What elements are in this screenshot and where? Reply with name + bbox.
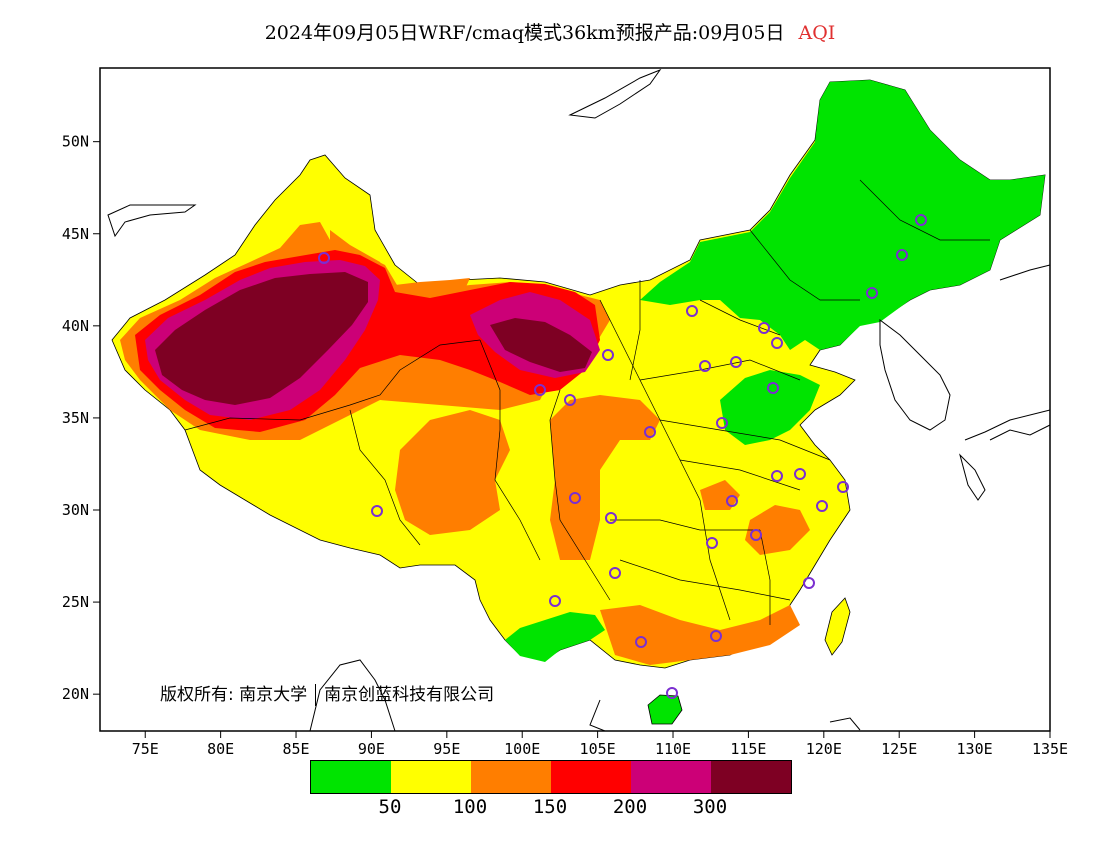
- circle-marker-icon: [569, 492, 581, 504]
- region-maroon-west: [155, 272, 368, 405]
- circle-marker-icon: [609, 567, 621, 579]
- lon-tick-label: 105E: [580, 740, 616, 758]
- latitude-axis: 50N 45N 40N 35N 30N 25N 20N: [62, 133, 100, 703]
- lat-tick-label: 30N: [62, 501, 89, 519]
- station-markers: [318, 214, 927, 699]
- legend-swatch-150-200: [551, 761, 631, 793]
- circle-marker-icon: [771, 337, 783, 349]
- aqi-map: 50N 45N 40N 35N 30N 25N 20N 75E 80E 85E 90E 95E 100…: [62, 67, 1068, 758]
- legend-swatch-50-100: [391, 761, 471, 793]
- aqi-fill-layer: [111, 79, 1046, 725]
- neighbor-coastlines: [107, 68, 1051, 732]
- copyright-owner-2: 南京创蓝科技有限公司: [324, 685, 495, 705]
- region-green-south: [505, 612, 605, 662]
- circle-marker-icon: [750, 529, 762, 541]
- region-green-northeast: [640, 80, 1045, 350]
- color-legend: [310, 760, 792, 794]
- circle-marker-icon: [602, 349, 614, 361]
- circle-marker-icon: [534, 384, 546, 396]
- circle-marker-icon: [666, 687, 678, 699]
- copyright-separator: [315, 684, 317, 706]
- region-orange-tibet: [395, 410, 510, 535]
- region-orange-sichuan: [550, 395, 660, 560]
- region-orange-east2: [700, 480, 740, 510]
- circle-marker-icon: [726, 495, 738, 507]
- longitude-axis: 75E 80E 85E 90E 95E 100E 105E 110E 115E 120E 125E 1…: [132, 731, 1068, 758]
- circle-marker-icon: [730, 356, 742, 368]
- lon-tick-label: 110E: [655, 740, 691, 758]
- region-orange-south: [600, 605, 800, 665]
- copyright-notice: 版权所有: 南京大学 南京创蓝科技有限公司: [160, 680, 494, 706]
- lat-tick-label: 20N: [62, 685, 89, 703]
- lon-tick-label: 135E: [1032, 740, 1068, 758]
- circle-marker-icon: [896, 249, 908, 261]
- circle-marker-icon: [549, 595, 561, 607]
- circle-marker-icon: [803, 577, 815, 589]
- title-variable: AQI: [798, 22, 836, 44]
- region-maroon-east: [490, 318, 592, 372]
- circle-marker-icon: [686, 305, 698, 317]
- map-title: 2024年09月05日WRF/cmaq模式36km预报产品:09月05日 AQI: [0, 18, 1100, 45]
- lon-tick-label: 120E: [806, 740, 842, 758]
- region-taiwan: [824, 597, 851, 656]
- lon-tick-label: 100E: [504, 740, 540, 758]
- lat-tick-label: 50N: [62, 133, 89, 151]
- lon-tick-label: 130E: [957, 740, 993, 758]
- lat-tick-label: 45N: [62, 225, 89, 243]
- circle-marker-icon: [716, 417, 728, 429]
- circle-marker-icon: [771, 470, 783, 482]
- lat-tick-label: 25N: [62, 593, 89, 611]
- legend-label: 100: [452, 796, 488, 818]
- circle-marker-icon: [318, 252, 330, 264]
- lon-tick-label: 115E: [730, 740, 766, 758]
- circle-marker-icon: [635, 636, 647, 648]
- legend-label: 200: [612, 796, 648, 818]
- circle-marker-icon: [866, 287, 878, 299]
- circle-marker-icon: [710, 630, 722, 642]
- legend-labels: 50 100 150 200 300: [0, 796, 1100, 820]
- lat-tick-label: 40N: [62, 317, 89, 335]
- circle-marker-icon: [837, 481, 849, 493]
- circle-marker-icon: [758, 322, 770, 334]
- circle-marker-icon: [605, 512, 617, 524]
- circle-marker-icon: [794, 468, 806, 480]
- lon-tick-label: 125E: [881, 740, 917, 758]
- lon-tick-label: 90E: [358, 740, 385, 758]
- map-frame: [99, 67, 1051, 732]
- lon-tick-label: 75E: [132, 740, 159, 758]
- legend-label: 50: [378, 796, 402, 818]
- legend-label: 300: [692, 796, 728, 818]
- legend-swatch-200-300: [631, 761, 711, 793]
- circle-marker-icon: [706, 537, 718, 549]
- legend-swatch-100-150: [471, 761, 551, 793]
- region-orange-east: [745, 505, 810, 555]
- legend-label: 150: [532, 796, 568, 818]
- lon-tick-label: 80E: [207, 740, 234, 758]
- legend-swatch-0-50: [311, 761, 391, 793]
- lon-tick-label: 85E: [282, 740, 309, 758]
- circle-marker-icon: [564, 394, 576, 406]
- lon-tick-label: 95E: [433, 740, 460, 758]
- legend-swatch->300: [711, 761, 791, 793]
- region-green-northchina: [720, 370, 820, 445]
- region-green-hainan: [647, 694, 683, 725]
- title-main: 2024年09月05日WRF/cmaq模式36km预报产品:09月05日: [264, 22, 785, 44]
- circle-marker-icon: [767, 382, 779, 394]
- lat-tick-label: 35N: [62, 409, 89, 427]
- province-boundaries: [184, 179, 990, 625]
- circle-marker-icon: [699, 360, 711, 372]
- circle-marker-icon: [915, 214, 927, 226]
- copyright-owner-1: 南京大学: [239, 685, 308, 705]
- circle-marker-icon: [371, 505, 383, 517]
- circle-marker-icon: [816, 500, 828, 512]
- circle-marker-icon: [644, 426, 656, 438]
- copyright-prefix: 版权所有:: [160, 685, 234, 705]
